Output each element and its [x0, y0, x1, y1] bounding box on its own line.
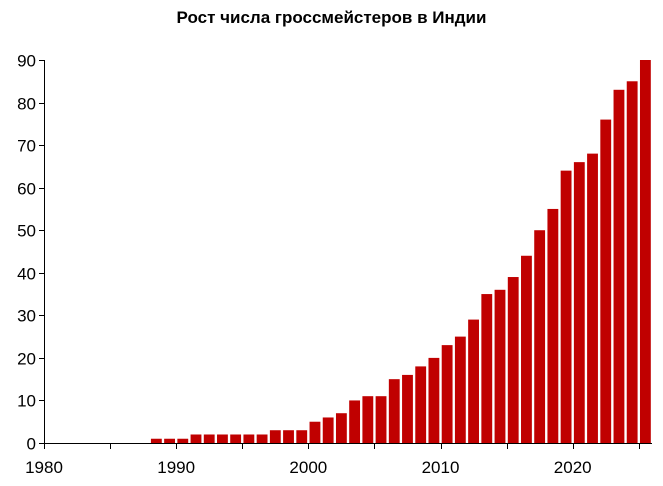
y-tick-label-40: 40: [17, 265, 36, 284]
bar-2010: [441, 345, 453, 443]
axes-group: [44, 60, 652, 444]
y-tick-label-80: 80: [17, 95, 36, 114]
x-tick-label-2020: 2020: [554, 458, 592, 477]
x-tick-label-2000: 2000: [289, 458, 327, 477]
bar-1991: [190, 434, 202, 443]
bar-2016: [521, 255, 532, 443]
bars-group: [150, 60, 651, 443]
bar-1993: [217, 434, 228, 443]
bar-2009: [428, 357, 440, 443]
bar-2012: [468, 319, 479, 443]
bar-1992: [203, 434, 215, 443]
x-tick-label-1980: 1980: [25, 458, 63, 477]
y-ticks-group: 0 10 20 30 40 50 60 70 80 90: [17, 52, 44, 454]
y-tick-label-0: 0: [27, 435, 36, 454]
bar-1998: [283, 430, 294, 443]
bar-1997: [269, 430, 281, 443]
bar-1999: [296, 430, 308, 443]
y-tick-label-70: 70: [17, 137, 36, 156]
x-tick-label-2010: 2010: [422, 458, 460, 477]
x-tick-label-1990: 1990: [157, 458, 195, 477]
bar-2019: [560, 170, 572, 443]
bar-1988: [150, 438, 162, 443]
bar-2007: [402, 374, 413, 443]
bar-2024: [626, 81, 638, 443]
y-tick-label-60: 60: [17, 180, 36, 199]
y-tick-label-20: 20: [17, 350, 36, 369]
bar-2001: [322, 417, 334, 443]
bar-1995: [243, 434, 255, 443]
bar-2000: [309, 421, 321, 443]
bar-2003: [349, 400, 361, 443]
bar-2025: [639, 60, 651, 443]
bar-2017: [534, 230, 546, 443]
bar-1989: [164, 438, 175, 443]
bar-2006: [388, 379, 400, 443]
bar-2022: [600, 119, 612, 443]
bar-2002: [335, 413, 347, 443]
bar-2014: [494, 289, 506, 443]
bar-1994: [230, 434, 242, 443]
bar-2021: [587, 153, 598, 443]
y-tick-label-30: 30: [17, 307, 36, 326]
bar-2015: [507, 277, 519, 443]
bar-2005: [375, 396, 387, 443]
bar-2008: [415, 366, 427, 443]
bar-2011: [454, 336, 466, 443]
bar-1990: [177, 438, 189, 443]
bar-1996: [256, 434, 268, 443]
y-tick-label-90: 90: [17, 52, 36, 71]
x-ticks-group: 1980 1990 2000 2010 2020: [25, 443, 640, 477]
y-tick-label-50: 50: [17, 222, 36, 241]
bar-2020: [573, 162, 585, 443]
bar-2013: [481, 294, 493, 443]
bar-2004: [362, 396, 374, 443]
y-tick-label-10: 10: [17, 392, 36, 411]
bar-2018: [547, 208, 559, 443]
chart-title: Рост числа гроссмейстеров в Индии: [176, 8, 487, 27]
bar-2023: [613, 89, 625, 443]
